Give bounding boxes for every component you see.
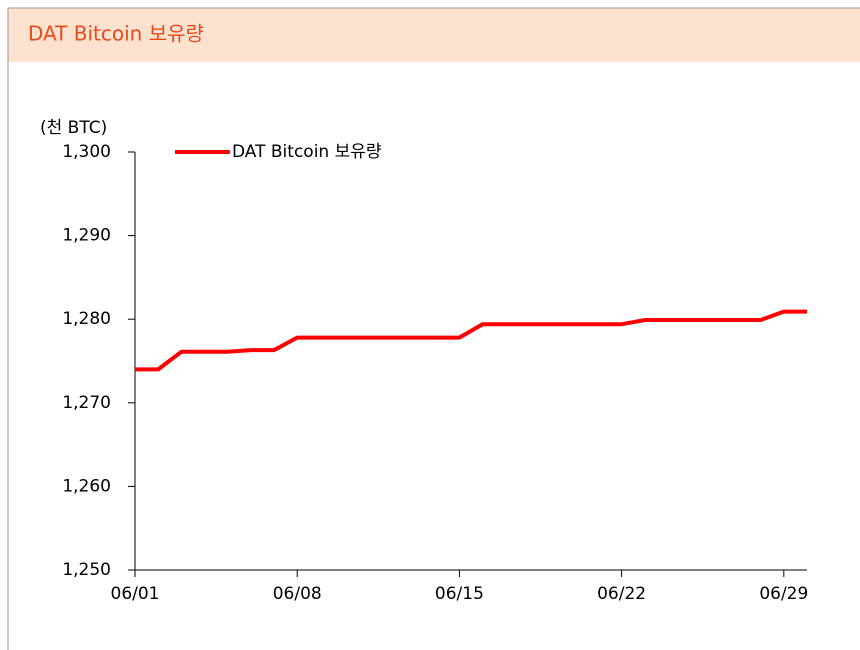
x-tick-label: 06/22 (597, 584, 646, 604)
x-tick-label: 06/29 (759, 584, 808, 604)
x-tick-label: 06/08 (273, 584, 322, 604)
y-tick-label: 1,280 (62, 309, 111, 329)
x-tick-label: 06/01 (111, 584, 160, 604)
legend-label: DAT Bitcoin 보유량 (232, 142, 382, 162)
header-title: DAT Bitcoin 보유량 (28, 22, 204, 46)
y-tick-label: 1,300 (62, 142, 111, 162)
x-tick-label: 06/15 (435, 584, 484, 604)
y-tick-label: 1,270 (62, 393, 111, 413)
line-series (135, 309, 807, 372)
header-band (8, 8, 860, 62)
y-axis-label: (천 BTC) (40, 118, 107, 138)
y-tick-label: 1,250 (62, 560, 111, 580)
y-tick-label: 1,260 (62, 476, 111, 496)
y-tick-label: 1,290 (62, 226, 111, 246)
